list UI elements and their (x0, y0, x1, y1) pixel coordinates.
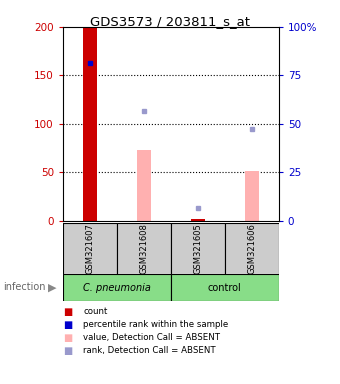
Text: infection: infection (3, 282, 46, 292)
Text: ■: ■ (63, 346, 72, 356)
Text: ■: ■ (63, 307, 72, 317)
Text: ▶: ▶ (49, 282, 57, 292)
Bar (191, 219, 205, 221)
Text: ■: ■ (63, 320, 72, 330)
Bar (83, 27, 97, 221)
Text: GSM321607: GSM321607 (85, 223, 95, 274)
Bar (245, 171, 258, 221)
Text: percentile rank within the sample: percentile rank within the sample (83, 320, 228, 329)
Text: GSM321605: GSM321605 (193, 223, 202, 274)
Text: rank, Detection Call = ABSENT: rank, Detection Call = ABSENT (83, 346, 216, 356)
Text: count: count (83, 307, 108, 316)
Text: C. pneumonia: C. pneumonia (83, 283, 151, 293)
Text: GSM321608: GSM321608 (139, 223, 148, 274)
Bar (225, 223, 279, 275)
Bar (63, 274, 171, 301)
Text: ■: ■ (63, 333, 72, 343)
Bar (63, 223, 117, 275)
Text: control: control (208, 283, 242, 293)
Bar (117, 223, 171, 275)
Bar (171, 274, 279, 301)
Text: GSM321606: GSM321606 (247, 223, 256, 274)
Bar (137, 150, 151, 221)
Text: value, Detection Call = ABSENT: value, Detection Call = ABSENT (83, 333, 220, 343)
Bar (171, 223, 225, 275)
Text: GDS3573 / 203811_s_at: GDS3573 / 203811_s_at (90, 15, 250, 28)
